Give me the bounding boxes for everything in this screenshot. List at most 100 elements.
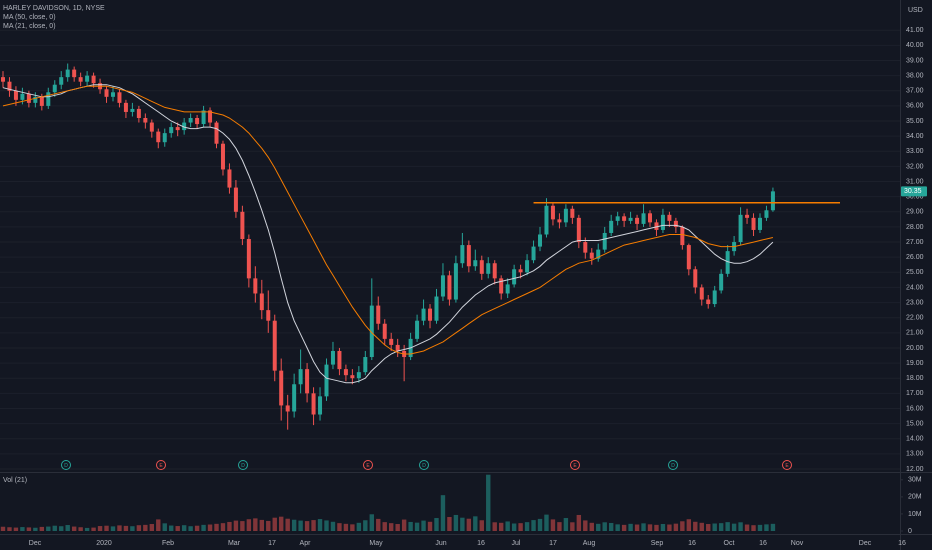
event-marker — [238, 460, 248, 470]
candle-body — [52, 84, 57, 93]
x-tick-label: 16 — [688, 540, 696, 547]
candle-body — [156, 131, 161, 143]
volume-bar — [693, 521, 698, 531]
candle-body — [350, 375, 355, 379]
candle-body — [382, 323, 387, 339]
volume-bar — [253, 518, 258, 531]
candle-body — [628, 217, 633, 221]
volume-bar — [699, 522, 704, 531]
candle-body — [175, 127, 180, 131]
volume-bar — [363, 520, 368, 531]
volume-bar — [291, 519, 297, 531]
candle-body — [143, 118, 148, 123]
volume-bar — [214, 523, 219, 531]
y-tick-label: 19.00 — [906, 360, 924, 367]
candle-body — [259, 293, 264, 311]
volume-bar — [136, 525, 142, 531]
candle-body — [563, 208, 568, 223]
y-tick-label: 23.00 — [906, 299, 924, 306]
candle-body — [609, 220, 614, 233]
x-tick-label: Jul — [512, 540, 521, 547]
volume-bar — [608, 522, 614, 531]
ma50-legend: MA (50, close, 0) — [3, 14, 56, 21]
candle-body — [130, 108, 135, 112]
volume-bar — [434, 518, 439, 531]
volume-bar — [91, 527, 96, 531]
candle-body — [266, 310, 271, 321]
candle-body — [318, 396, 323, 415]
volume-bar — [311, 520, 316, 531]
volume-tick-label: 10M — [908, 511, 922, 518]
candle-body — [279, 370, 284, 406]
y-tick-label: 18.00 — [906, 375, 924, 382]
candle-body — [440, 275, 445, 297]
candle-body — [136, 108, 141, 118]
candle-body — [648, 213, 652, 223]
y-tick-label: 35.00 — [906, 118, 924, 125]
volume-bar — [479, 520, 484, 531]
candle-body — [660, 214, 665, 230]
volume-bar — [621, 524, 627, 531]
x-tick-label: 16 — [477, 540, 485, 547]
volume-bar — [615, 524, 620, 531]
candle-body — [117, 92, 122, 103]
volume-bar — [563, 518, 569, 531]
event-marker — [363, 460, 373, 470]
y-tick-label: 27.00 — [906, 239, 924, 246]
volume-bar — [46, 526, 51, 531]
candle-body — [667, 214, 672, 221]
candle-body — [311, 393, 316, 415]
event-label: D — [671, 463, 675, 469]
candle-body — [330, 350, 335, 365]
volume-bar — [220, 523, 226, 531]
volume-bar — [764, 524, 769, 531]
volume-tick-label: 30M — [908, 477, 922, 484]
candle-body — [415, 320, 420, 339]
y-tick-label: 14.00 — [906, 436, 924, 443]
volume-bar — [634, 524, 640, 531]
volume-bar — [240, 521, 245, 531]
volume-bar — [272, 517, 277, 531]
candle-body — [596, 249, 601, 259]
candle-body — [505, 284, 510, 294]
candle-body — [583, 242, 588, 253]
x-tick-label: Apr — [300, 540, 312, 547]
volume-bar — [757, 524, 763, 531]
volume-bar — [194, 525, 200, 531]
candle-body — [13, 90, 18, 100]
symbol-title: HARLEY DAVIDSON, 1D, NYSE — [3, 5, 105, 12]
event-marker — [668, 460, 678, 470]
candle-body — [686, 245, 691, 270]
candle-body — [466, 245, 471, 267]
volume-bar — [473, 516, 478, 531]
volume-bar — [751, 525, 756, 531]
candle-body — [719, 273, 724, 291]
y-tick-label: 37.00 — [906, 88, 924, 95]
volume-bar — [505, 521, 510, 531]
event-marker — [61, 460, 71, 470]
candle-body — [428, 308, 433, 321]
y-tick-label: 33.00 — [906, 148, 924, 155]
event-label: E — [366, 463, 370, 469]
y-tick-label: 22.00 — [906, 315, 924, 322]
volume-bar — [162, 523, 167, 531]
candle-body — [518, 269, 523, 273]
candle-body — [486, 263, 491, 274]
candle-body — [764, 210, 769, 218]
volume-bar — [421, 520, 426, 531]
candle-body — [622, 216, 627, 221]
volume-bar — [660, 524, 666, 531]
candle-body — [550, 205, 555, 220]
candle-body — [479, 260, 484, 274]
volume-bar — [725, 522, 730, 531]
y-tick-label: 12.00 — [906, 466, 924, 473]
y-tick-label: 25.00 — [906, 269, 924, 276]
candle-body — [149, 122, 154, 132]
volume-bar — [447, 517, 452, 531]
volume-bar — [7, 527, 12, 531]
volume-bar — [39, 526, 45, 531]
candle-body — [589, 252, 594, 259]
candle-body — [104, 89, 109, 97]
last-price-tag — [901, 186, 927, 197]
volume-bar — [492, 522, 497, 531]
